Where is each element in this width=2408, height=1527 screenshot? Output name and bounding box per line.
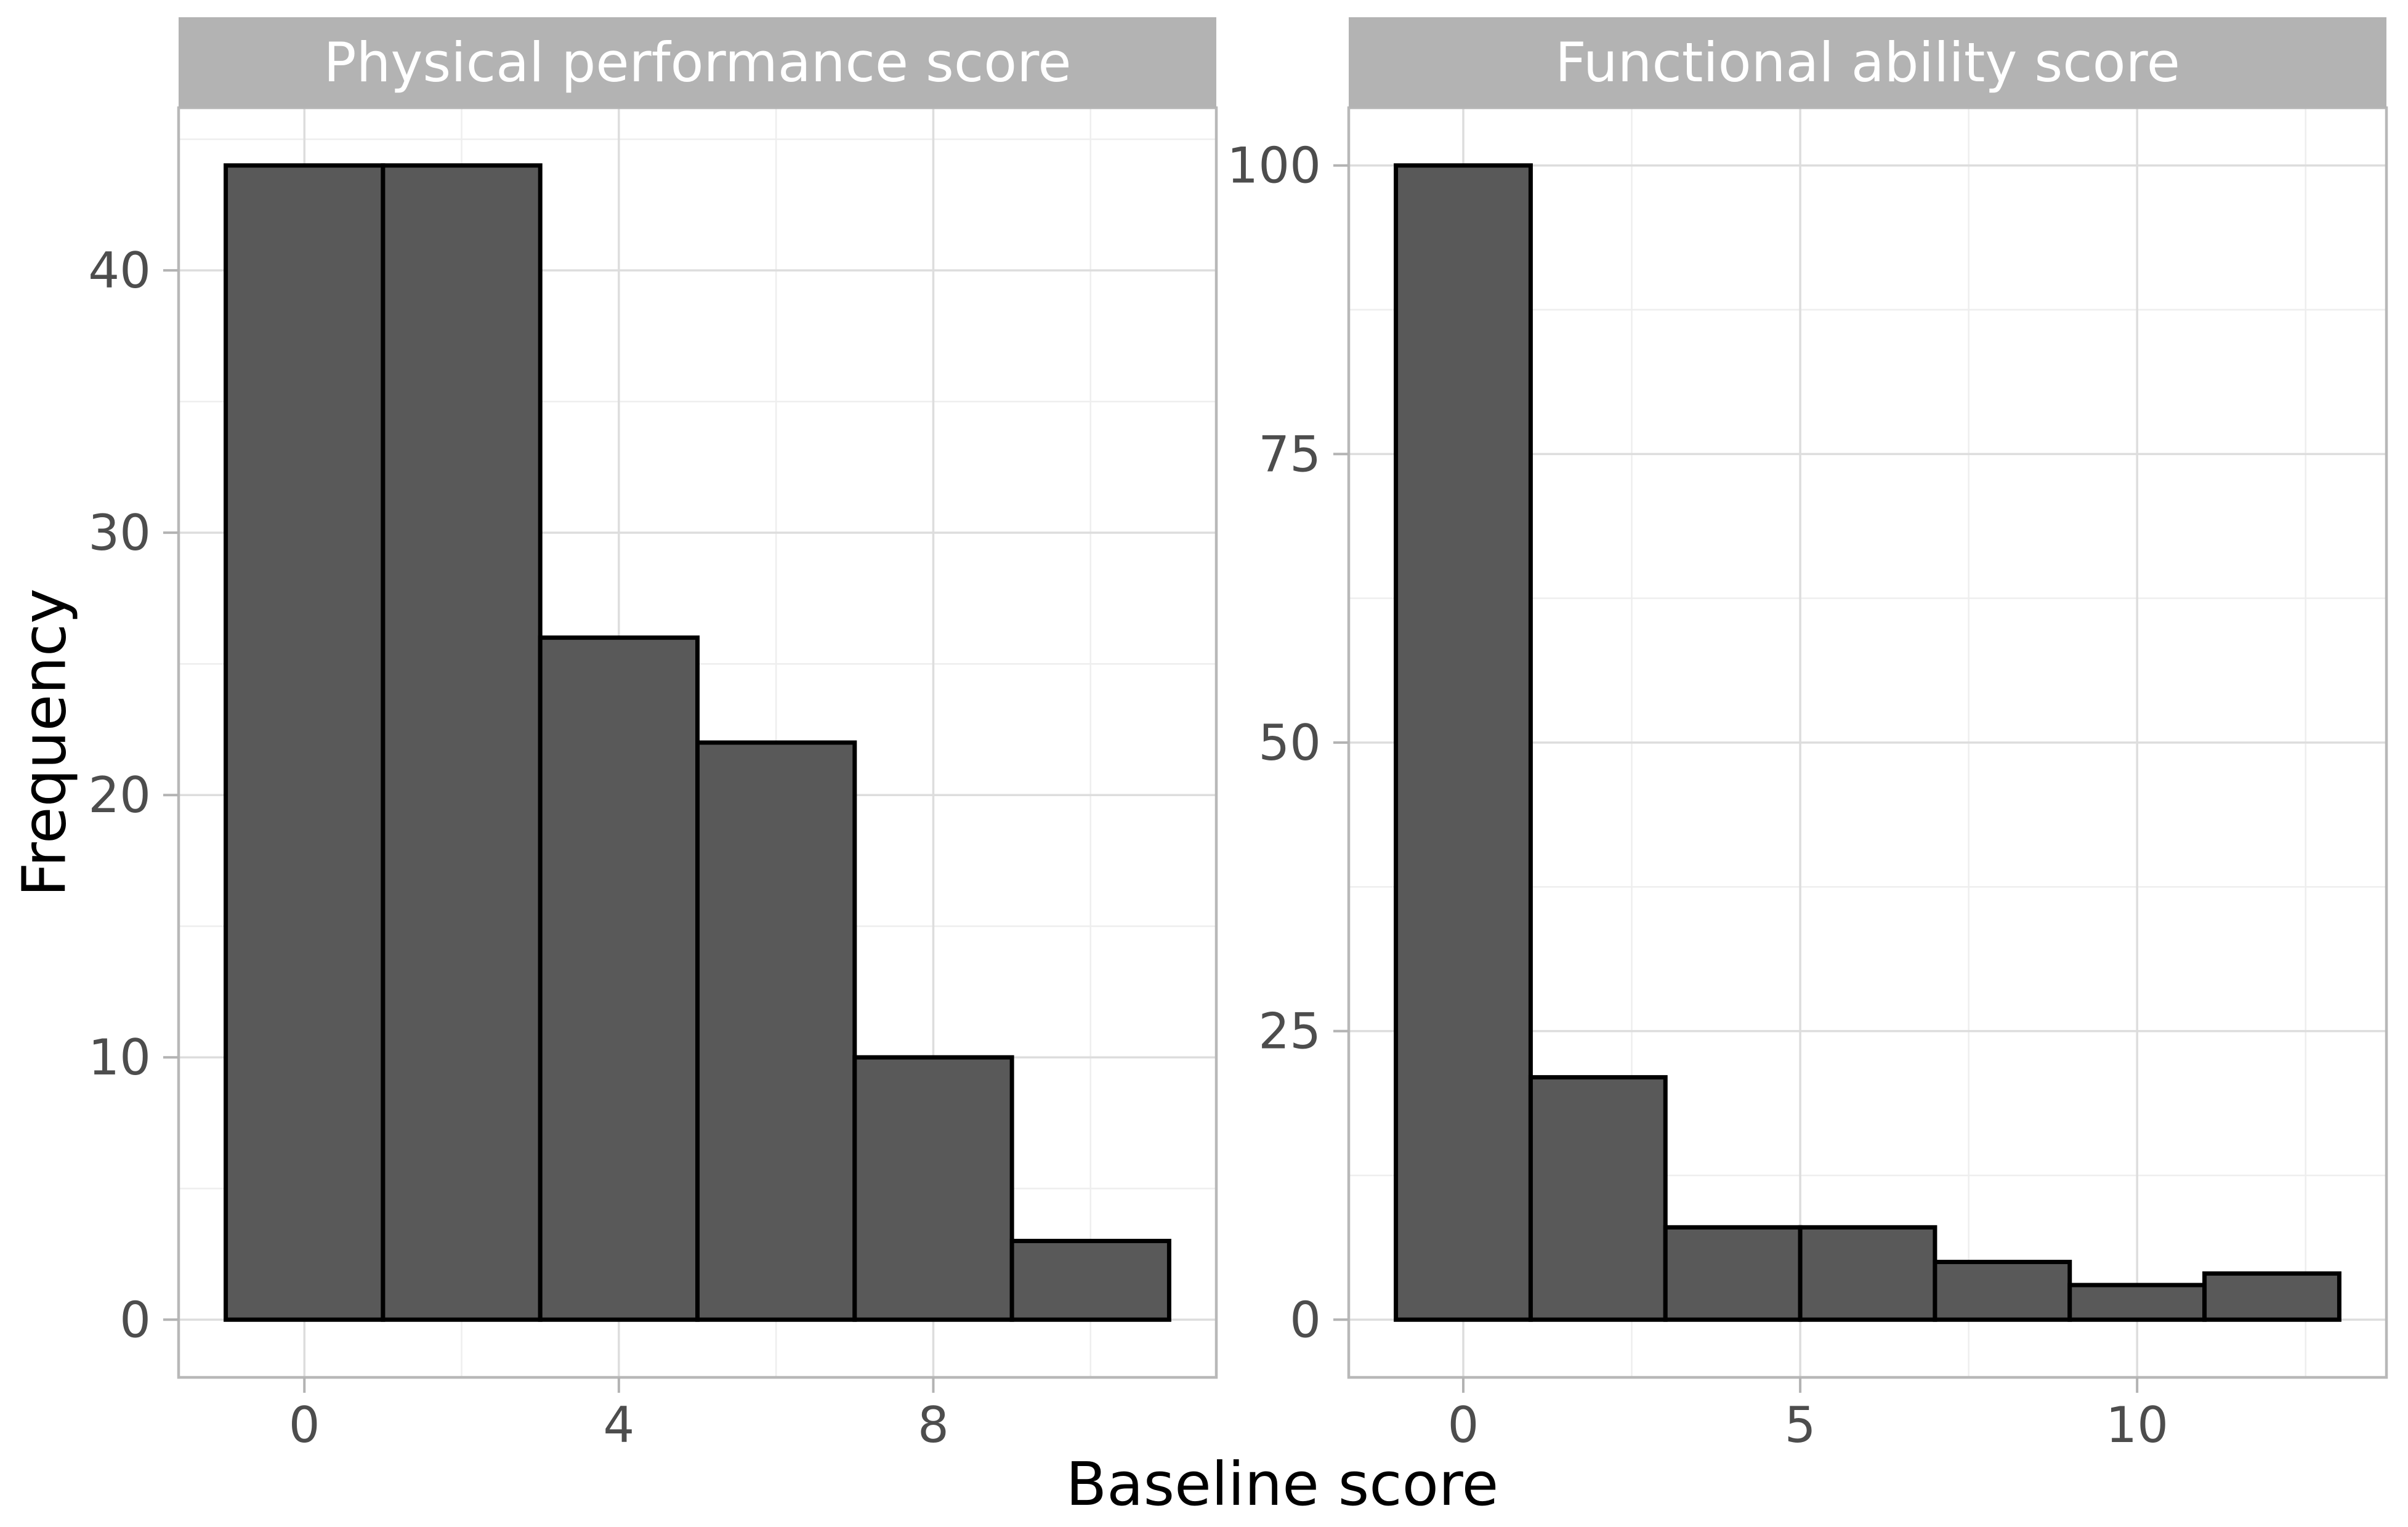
x-tick-label: 5 <box>1785 1396 1816 1454</box>
histogram-bar <box>1528 1075 1668 1322</box>
y-tick-label: 20 <box>88 767 151 824</box>
y-tick-label: 0 <box>1290 1291 1321 1348</box>
histogram-bar <box>2067 1283 2207 1322</box>
y-tick-label: 25 <box>1258 1003 1321 1060</box>
histogram-bar <box>852 1055 1014 1322</box>
facet-strip-functional-ability: Functional ability score <box>1349 17 2386 108</box>
y-tick-label: 10 <box>88 1029 151 1086</box>
histogram-bar <box>1663 1225 1803 1322</box>
y-tick-label: 0 <box>119 1291 151 1348</box>
histogram-bar <box>381 163 543 1322</box>
x-tick-label: 0 <box>1448 1396 1479 1454</box>
histogram-bar <box>695 740 857 1322</box>
x-tick-label: 8 <box>918 1396 949 1454</box>
x-tick-label: 4 <box>603 1396 634 1454</box>
panel-border <box>177 106 1218 1379</box>
facet-strip-physical-performance: Physical performance score <box>179 17 1216 108</box>
y-tick-label: 100 <box>1227 137 1321 195</box>
facet-strip-title: Functional ability score <box>1555 30 2180 94</box>
y-tick-label: 50 <box>1258 714 1321 772</box>
facet-strip-title: Physical performance score <box>323 30 1072 94</box>
histogram-bar <box>1009 1238 1171 1322</box>
y-axis-title: Frequency <box>9 588 79 897</box>
y-tick-label: 75 <box>1258 425 1321 483</box>
histogram-bar <box>2202 1271 2341 1322</box>
histogram-bar <box>538 635 700 1322</box>
histogram-bar <box>224 163 386 1322</box>
y-tick-label: 30 <box>88 504 151 562</box>
x-tick-label: 0 <box>289 1396 320 1454</box>
histogram-bar <box>1394 163 1533 1322</box>
y-tick-label: 40 <box>88 242 151 299</box>
histogram-bar <box>1798 1225 1937 1322</box>
x-axis-title: Baseline score <box>1065 1449 1499 1519</box>
histogram-bar <box>1933 1260 2072 1322</box>
x-tick-label: 10 <box>2106 1396 2168 1454</box>
